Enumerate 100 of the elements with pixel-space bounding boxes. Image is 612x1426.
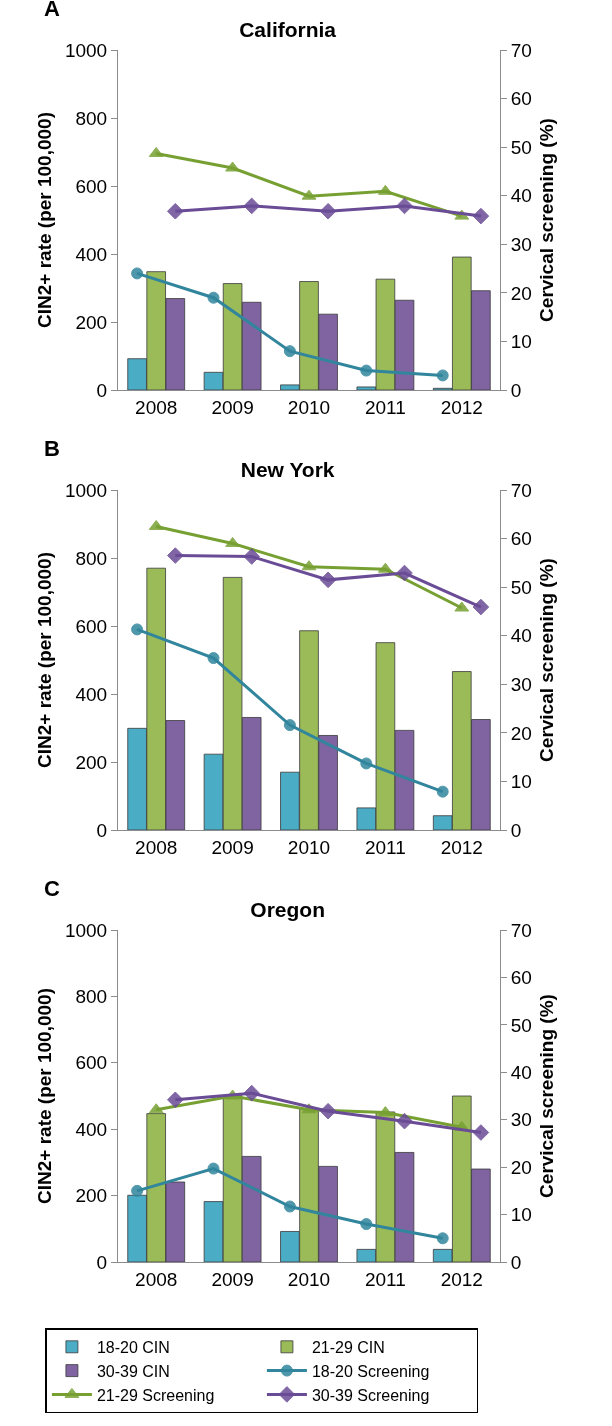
point [319,571,337,589]
x-tick-label: 2012 [440,1268,483,1290]
y2-tick-label: 10 [510,1204,532,1226]
y-tick-label: 400 [75,1118,108,1140]
point [207,1162,220,1175]
point [319,1102,337,1120]
y2-tick-label: 20 [510,722,532,744]
legend-label: 18-20 CIN [96,1339,170,1357]
y-tick-label: 600 [75,615,108,637]
point [167,202,184,220]
x-tick-label: 2011 [364,836,406,858]
point [360,757,373,770]
y-tick-label: 1000 [64,479,108,501]
point [319,202,337,220]
x-tick-label: 2012 [440,836,483,858]
chart-title: Oregon [250,898,325,922]
legend-label: 30-39 Screening [311,1386,430,1404]
point [472,598,490,616]
y2-tick-label: 60 [510,88,532,110]
y2-tick-label: 0 [510,819,522,841]
y-tick-label: 600 [75,1052,108,1074]
y2-axis-title: Cervical screening (%) [535,118,557,322]
y-tick-label: 200 [75,1185,108,1207]
point [360,1218,373,1231]
legend-label: 21-29 Screening [96,1386,215,1404]
y2-tick-label: 70 [510,919,532,941]
point [396,1112,413,1130]
x-tick-label: 2009 [211,836,254,858]
y-tick-label: 400 [75,243,108,265]
point [167,1091,184,1109]
legend-label: 30-39 CIN [96,1362,170,1380]
y-tick-label: 800 [75,986,108,1008]
y2-tick-label: 40 [510,625,532,647]
chart-title: New York [240,458,335,482]
point [436,1232,449,1245]
y2-tick-label: 70 [510,39,532,61]
y2-tick-label: 30 [510,1109,532,1131]
point [131,1184,144,1197]
y-tick-label: 1000 [64,39,108,61]
y-axis-title: CIN2+ rate (per 100,000) [33,988,55,1204]
y2-axis-title: Cervical screening (%) [535,558,557,762]
y-tick-label: 200 [75,311,108,333]
point [243,548,260,565]
y2-tick-label: 50 [510,1014,532,1036]
y-tick-label: 0 [96,1251,108,1273]
y2-tick-label: 40 [510,1061,532,1083]
y-tick-label: 600 [75,175,108,197]
y2-tick-label: 70 [510,479,532,501]
point [360,364,373,377]
point [396,197,413,215]
text: A [44,0,60,21]
y-tick-label: 800 [75,107,108,129]
point [131,623,144,636]
point [243,1084,260,1102]
y2-tick-label: 20 [510,1156,532,1178]
x-tick-label: 2010 [287,1268,331,1290]
y2-tick-label: 30 [510,673,532,695]
y-axis-title: CIN2+ rate (per 100,000) [33,112,55,328]
point [436,369,449,382]
y2-tick-label: 60 [510,967,532,989]
text: C [44,876,60,901]
y2-tick-label: 0 [510,1251,522,1273]
point [283,719,296,732]
x-tick-label: 2012 [440,396,483,418]
point [243,197,260,215]
y-tick-label: 800 [75,547,108,569]
y2-tick-label: 50 [510,136,532,158]
y-tick-label: 1000 [64,919,108,941]
x-tick-label: 2011 [364,396,406,418]
y2-tick-label: 0 [510,379,522,401]
y2-tick-label: 50 [510,576,532,598]
legend-label: 18-20 Screening [311,1362,430,1380]
point [472,207,490,225]
y2-tick-label: 20 [510,282,532,304]
point [436,785,449,798]
text: B [44,436,60,461]
point [167,547,184,564]
legend-label: 21-29 CIN [311,1339,385,1357]
point [396,564,413,582]
x-tick-label: 2008 [135,396,178,418]
y-axis-title: CIN2+ rate (per 100,000) [33,552,55,768]
x-tick-label: 2009 [211,1268,254,1290]
x-tick-label: 2010 [287,396,331,418]
point [207,652,220,665]
point [207,291,220,304]
y2-tick-label: 40 [510,185,532,207]
point [283,1200,296,1213]
point [131,267,144,280]
y2-axis-title: Cervical screening (%) [535,994,557,1198]
point [283,345,296,358]
y-tick-label: 200 [75,751,108,773]
x-tick-label: 2009 [211,396,254,418]
chart-title: California [239,18,337,42]
y2-tick-label: 30 [510,233,532,255]
y2-tick-label: 10 [510,331,532,353]
point [472,1124,490,1141]
x-tick-label: 2011 [364,1268,406,1290]
y-tick-label: 0 [96,819,108,841]
y2-tick-label: 10 [510,771,532,793]
x-tick-label: 2008 [135,1268,178,1290]
